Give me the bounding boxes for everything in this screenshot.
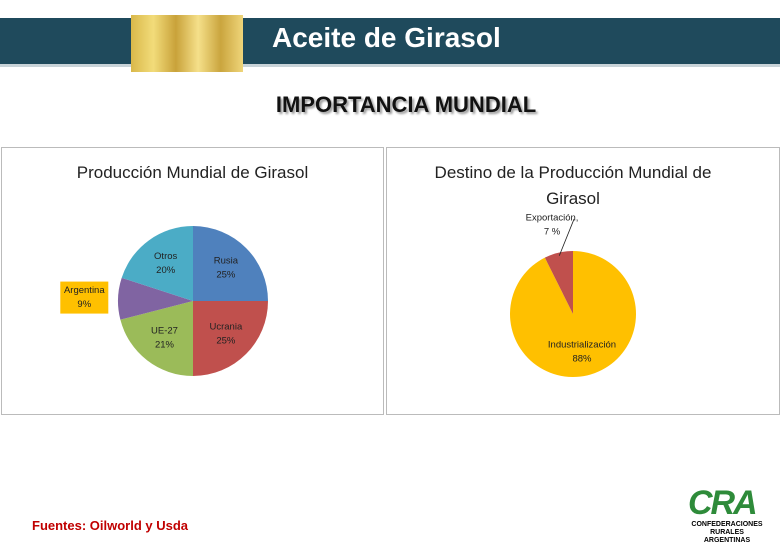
chart-box: Producción Mundial de Girasol Rusia 25% Uc…	[1, 147, 384, 415]
header-bar	[0, 18, 780, 67]
source-note: Fuentes: Oilworld y Usda	[32, 518, 189, 533]
pie-slice	[193, 226, 268, 301]
pie-slice	[121, 226, 193, 301]
slice-label: Ucrania	[210, 321, 243, 332]
slice-label: UE-27	[151, 325, 178, 336]
slice-label: Rusia	[214, 256, 239, 267]
slice-label: Industrialización	[548, 340, 616, 351]
pie-slice	[193, 301, 268, 376]
chart: Industrialización 88% Exportación, 7 %	[510, 213, 636, 377]
leader-line	[558, 218, 575, 256]
pie-slice	[120, 301, 193, 376]
header-image	[131, 15, 243, 72]
slice-label: Exportación,	[526, 213, 579, 224]
logo-caption: CONFEDERACIONES RURALES ARGENTINAS	[691, 521, 763, 544]
slice-value: 21%	[155, 339, 175, 350]
slice-value: 88%	[572, 354, 592, 365]
slice-value: 25%	[216, 270, 236, 281]
slide-title: Aceite de Girasol	[272, 22, 501, 53]
slice-value: 25%	[216, 335, 236, 346]
slide-subtitle: IMPORTANCIA MUNDIAL	[275, 92, 537, 117]
chart-title: Destino de la Producción Mundial de Gira…	[434, 163, 712, 208]
slice-value: 20%	[156, 265, 176, 276]
label-box	[60, 281, 109, 314]
pie-slice	[118, 277, 193, 320]
slice-label: Otros	[154, 251, 177, 262]
slice-value: 9%	[77, 299, 91, 310]
logo: CRA	[688, 484, 758, 522]
slice-label: Argentina	[64, 285, 105, 296]
chart: Rusia 25% Ucrania 25% UE-27 21% Argentina 9% Otr…	[60, 226, 268, 376]
pie-slice	[544, 251, 573, 314]
chart-box: Destino de la Producción Mundial de Gira…	[386, 147, 780, 415]
slice-value: 7 %	[544, 227, 561, 238]
chart-title: Producción Mundial de Girasol	[76, 163, 309, 182]
